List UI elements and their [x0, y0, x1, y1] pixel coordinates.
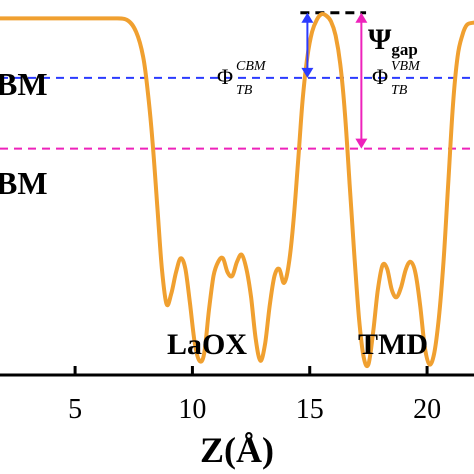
phi-cbm-superscript: CBM — [236, 59, 267, 74]
x-ticks: 5 10 15 20 — [68, 366, 441, 425]
psi-gap-label: Ψgap — [368, 23, 418, 59]
phi-vbm-subscript: TB — [391, 83, 408, 98]
phi-cbm-subscript: TB — [236, 83, 253, 98]
phi-vbm-symbol: Φ — [372, 64, 388, 89]
phi-cbm-arrow-head-bottom — [301, 67, 314, 78]
x-axis-label: Z(Å) — [200, 430, 274, 470]
phi-cbm-arrow-head-top — [301, 12, 314, 23]
phi-vbm-arrow-head-bottom — [355, 138, 368, 149]
region-label-laox: LaOX — [167, 328, 247, 361]
x-tick-label-10: 10 — [178, 394, 206, 425]
band-label-top: BM — [0, 66, 48, 102]
offset-arrows — [301, 12, 368, 149]
x-tick-label-5: 5 — [68, 394, 82, 425]
phi-cbm-symbol: Φ — [217, 64, 233, 89]
x-tick-label-20: 20 — [413, 394, 441, 425]
phi-vbm-label: Φ VBM TB — [372, 59, 421, 98]
phi-vbm-superscript: VBM — [391, 59, 421, 74]
series-layer — [0, 11, 474, 369]
region-label-tmd: TMD — [358, 328, 428, 361]
series-line-0 — [0, 11, 474, 369]
band-label-bottom: BM — [0, 165, 48, 201]
psi-subscript: gap — [391, 40, 417, 59]
phi-cbm-label: Φ CBM TB — [217, 59, 267, 98]
x-tick-label-15: 15 — [296, 394, 324, 425]
phi-vbm-arrow-head-top — [355, 12, 368, 23]
reference-lines — [0, 11, 474, 150]
psi-symbol: Ψ — [368, 23, 392, 56]
